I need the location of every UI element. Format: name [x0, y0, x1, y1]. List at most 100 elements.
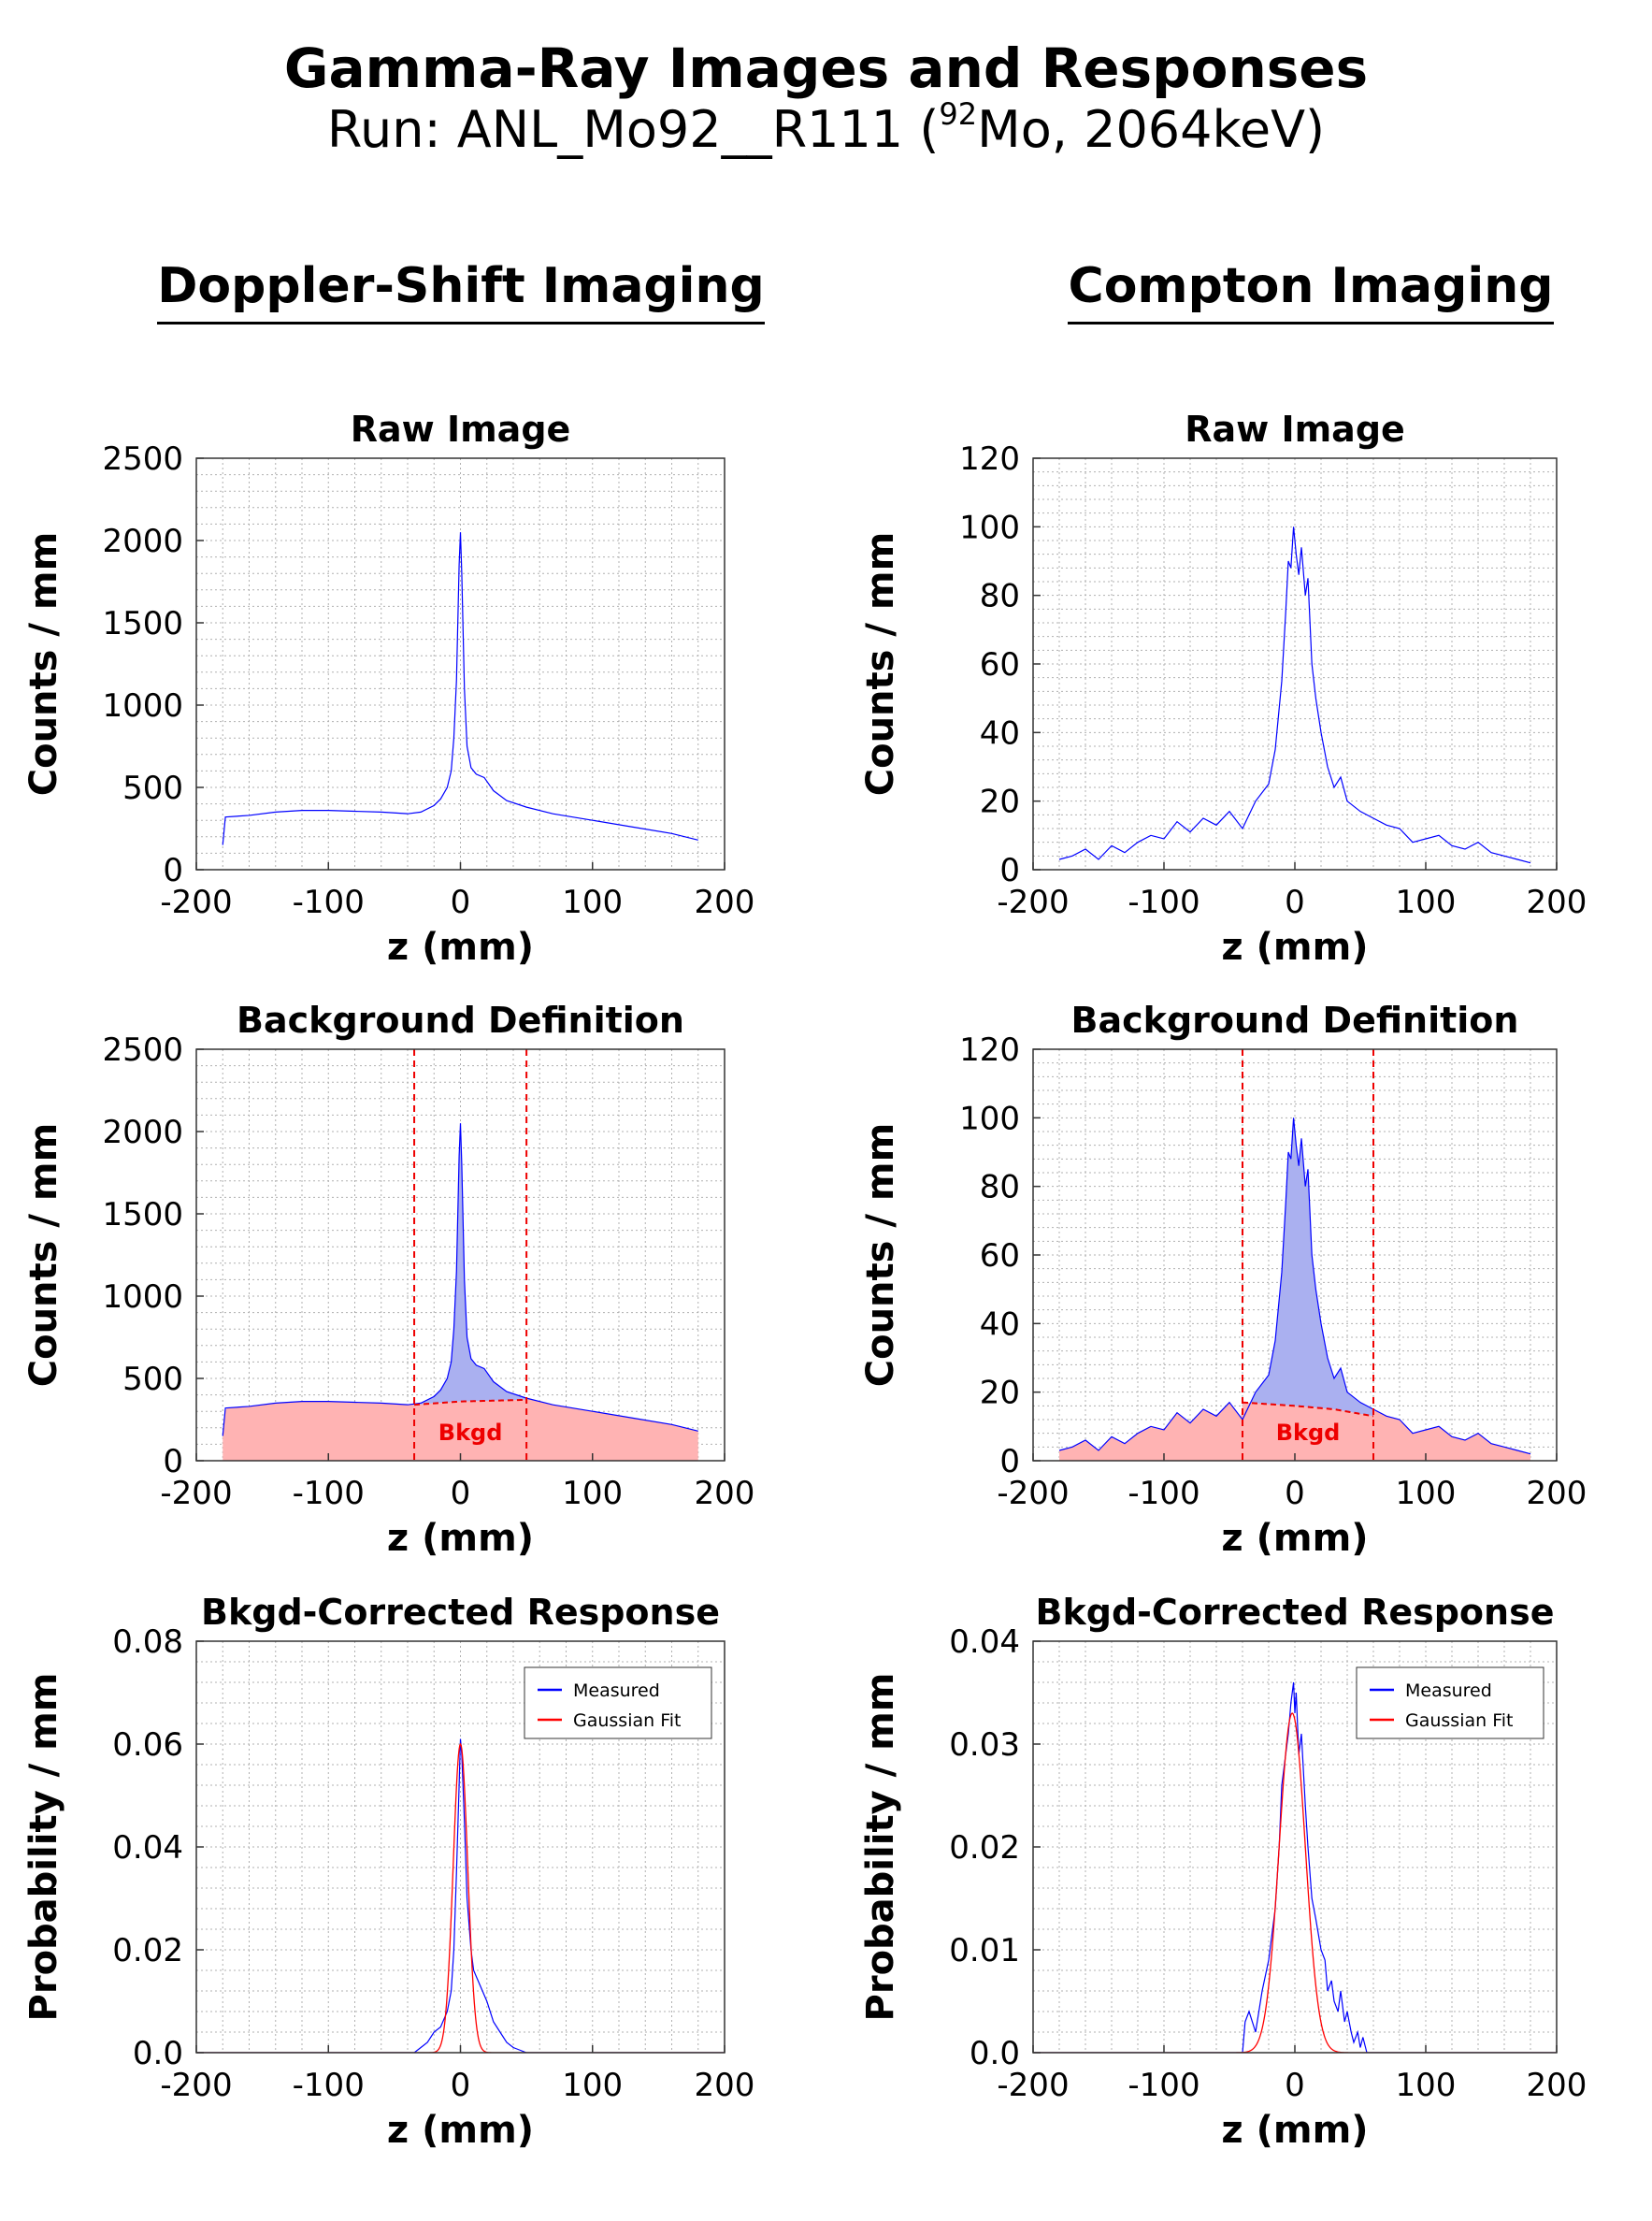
- y-tick-label: 60: [980, 1237, 1020, 1275]
- x-tick-label: -100: [1128, 2067, 1199, 2104]
- x-axis-label: z (mm): [387, 2109, 534, 2152]
- compton-bkgd-plot-area: [1058, 1049, 1531, 1461]
- y-tick-label: 0.0: [133, 2035, 183, 2072]
- doppler-bkgd-panel: Bkgd-200 -100 0 100 20005001000150020002500B…: [22, 1000, 754, 1560]
- measured-line: [222, 532, 698, 845]
- y-tick-label: 0.03: [949, 1726, 1020, 1764]
- y-tick-label: 1000: [102, 687, 183, 725]
- compton-raw-panel: -200 -100 0 100 200 0 20 40 60 80 100 120 Raw Image z…: [859, 409, 1587, 969]
- y-tick-label: 80: [980, 1169, 1020, 1206]
- compton-bkgd-title: Background Definition: [1071, 1000, 1519, 1041]
- compton-response-legend: Measured Gaussian Fit: [1356, 1666, 1544, 1739]
- doppler-column-heading: Doppler-Shift Imaging: [157, 258, 765, 324]
- doppler-raw-plot-area: [222, 532, 698, 845]
- x-axis-label: z (mm): [1221, 2109, 1368, 2152]
- subtitle-suffix: Mo, 2064keV): [977, 100, 1326, 159]
- y-axis-label: Counts / mm: [22, 532, 65, 797]
- y-tick-label: 2500: [102, 440, 183, 478]
- compton-raw-title: Raw Image: [1185, 409, 1405, 450]
- doppler-bkgd-title: Background Definition: [237, 1000, 684, 1041]
- y-tick-label: 1500: [102, 605, 183, 642]
- figure-title-block: Gamma-Ray Images and Responses Run: ANL_…: [0, 37, 1652, 167]
- y-tick-label: 100: [959, 1100, 1020, 1137]
- legend-label: Measured: [573, 1680, 660, 1701]
- figure-subtitle: Run: ANL_Mo92__R111 (92Mo, 2064keV): [0, 96, 1652, 167]
- y-tick-label: 0.04: [112, 1829, 183, 1867]
- doppler-response-panel: -200 -100 0 100 200 0.0 0.02 0.04 0.06 0.08 Bkgd-C…: [22, 1592, 754, 2152]
- compton-response-title: Bkgd-Corrected Response: [1036, 1592, 1555, 1633]
- x-tick-label: 0: [451, 1475, 471, 1512]
- y-tick-label: 0.01: [949, 1932, 1020, 1969]
- doppler-response-title: Bkgd-Corrected Response: [201, 1592, 720, 1633]
- y-tick-label: 0.02: [949, 1829, 1020, 1867]
- compton-raw-grid: [1033, 458, 1557, 870]
- legend-box: [524, 1666, 712, 1739]
- x-tick-label: -100: [1128, 884, 1199, 921]
- y-tick-label: 1500: [102, 1196, 183, 1233]
- x-tick-label: -100: [293, 2067, 365, 2104]
- legend-label: Gaussian Fit: [573, 1710, 681, 1731]
- x-tick-label: 100: [562, 2067, 623, 2104]
- x-tick-label: 200: [695, 1475, 755, 1512]
- y-tick-label: 2500: [102, 1031, 183, 1069]
- y-tick-label: 0: [163, 1443, 183, 1480]
- y-tick-label: 500: [122, 1361, 183, 1398]
- y-axis-label: Counts / mm: [859, 1123, 902, 1388]
- bkgd-annotation: Bkgd: [1276, 1420, 1341, 1446]
- y-tick-label: 40: [980, 1305, 1020, 1343]
- x-tick-label: 0: [451, 884, 471, 921]
- subtitle-prefix: Run: ANL_Mo92__R111 (: [326, 100, 940, 159]
- x-tick-label: 100: [562, 884, 623, 921]
- gaussian-fit-line: [1033, 1712, 1557, 2053]
- y-axis-label: Probability / mm: [859, 1673, 902, 2022]
- x-tick-label: 200: [1527, 884, 1587, 921]
- y-axis-label: Counts / mm: [22, 1123, 65, 1388]
- measured-line: [196, 1738, 725, 2053]
- legend-box: [1356, 1666, 1544, 1739]
- y-tick-label: 20: [980, 784, 1020, 821]
- doppler-raw-title: Raw Image: [351, 409, 571, 450]
- y-tick-label: 60: [980, 646, 1020, 684]
- y-tick-label: 120: [959, 1031, 1020, 1069]
- y-tick-label: 120: [959, 440, 1020, 478]
- x-tick-label: -100: [1128, 1475, 1199, 1512]
- y-tick-label: 0: [999, 852, 1020, 889]
- x-tick-label: -200: [160, 1475, 232, 1512]
- y-tick-label: 1000: [102, 1278, 183, 1316]
- compton-column-heading: Compton Imaging: [1068, 258, 1554, 324]
- x-tick-label: -200: [997, 2067, 1069, 2104]
- y-tick-label: 0.0: [970, 2035, 1020, 2072]
- x-tick-label: 0: [451, 2067, 471, 2104]
- compton-response-plot-area: [1033, 1681, 1557, 2053]
- y-axis-label: Probability / mm: [22, 1673, 65, 2022]
- y-tick-label: 100: [959, 509, 1020, 546]
- x-tick-label: -200: [160, 884, 232, 921]
- y-tick-label: 0.04: [949, 1623, 1020, 1661]
- gaussian-fit-line: [196, 1742, 725, 2053]
- measured-line: [1058, 526, 1531, 864]
- figure-title: Gamma-Ray Images and Responses: [283, 36, 1369, 100]
- x-tick-label: 0: [1285, 884, 1305, 921]
- background-region: [223, 1398, 698, 1461]
- x-tick-label: 0: [1285, 2067, 1305, 2104]
- y-tick-label: 500: [122, 770, 183, 807]
- x-axis-label: z (mm): [1221, 926, 1368, 969]
- x-tick-label: 0: [1285, 1475, 1305, 1512]
- x-tick-label: -100: [293, 884, 365, 921]
- x-tick-label: -200: [997, 884, 1069, 921]
- doppler-response-legend: Measured Gaussian Fit: [524, 1666, 712, 1739]
- x-tick-label: 200: [695, 2067, 755, 2104]
- x-tick-label: -200: [997, 1475, 1069, 1512]
- subtitle-isotope-mass: 92: [939, 96, 978, 132]
- y-tick-label: 0.06: [112, 1726, 183, 1764]
- x-axis-label: z (mm): [387, 1517, 534, 1560]
- y-tick-label: 0: [163, 852, 183, 889]
- x-axis-label: z (mm): [387, 926, 534, 969]
- y-tick-label: 2000: [102, 523, 183, 560]
- compton-raw-plot-area: [1058, 526, 1531, 864]
- compton-bkgd-panel: Bkgd -200 -100 0 100 200 0 20 40 60 80 100 120 Backgr…: [859, 1000, 1587, 1560]
- legend-label: Gaussian Fit: [1405, 1710, 1513, 1731]
- x-tick-label: -200: [160, 2067, 232, 2104]
